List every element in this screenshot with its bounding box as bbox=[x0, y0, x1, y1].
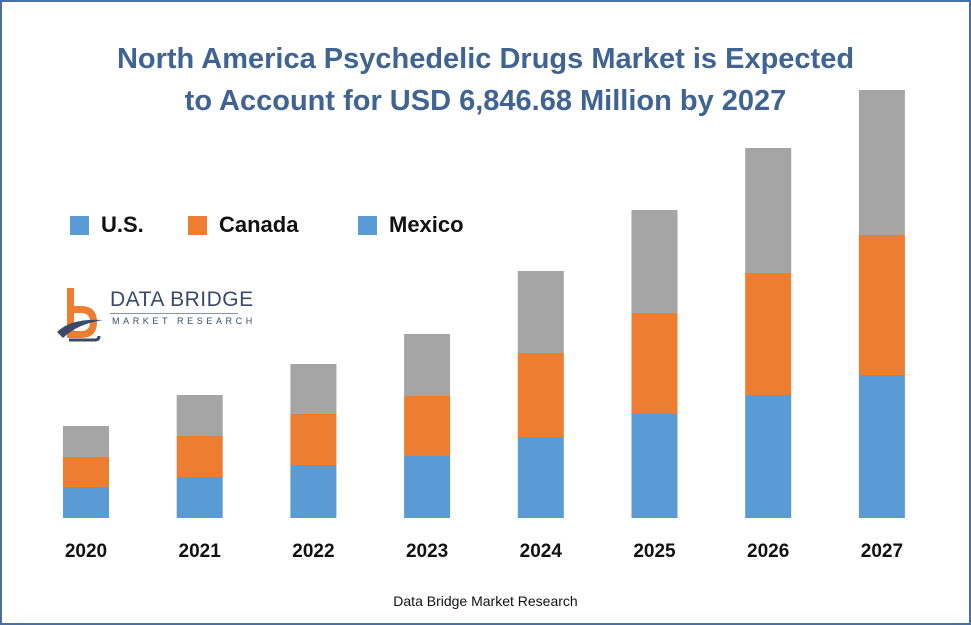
data-bridge-logo-mark-icon bbox=[57, 288, 103, 342]
bar-2021-mexico bbox=[176, 395, 223, 436]
logo-subtitle: MARKET RESEARCH bbox=[112, 316, 256, 326]
data-bridge-logo: DATA BRIDGE MARKET RESEARCH bbox=[55, 288, 253, 348]
x-tick-label-2024: 2024 bbox=[520, 541, 563, 562]
bar-2026-canada bbox=[745, 273, 792, 395]
title-line-1: North America Psychedelic Drugs Market i… bbox=[116, 43, 855, 75]
bar-2027-us bbox=[858, 375, 905, 518]
bar-2022-canada bbox=[290, 414, 337, 465]
bar-2021-us bbox=[176, 477, 223, 518]
bar-2021-canada bbox=[176, 436, 223, 477]
x-tick-label-2025: 2025 bbox=[633, 541, 676, 562]
title-line-2: to Account for USD 6,846.68 Million by 2… bbox=[184, 85, 787, 117]
legend-item-canada: Canada bbox=[188, 212, 298, 238]
bar-2025-canada bbox=[631, 313, 678, 414]
bar-2025-mexico bbox=[631, 210, 678, 313]
bar-2023-canada bbox=[404, 396, 451, 456]
bar-2023-mexico bbox=[404, 334, 451, 396]
bar-2025-us bbox=[631, 414, 678, 518]
legend-label-mexico: Mexico bbox=[389, 212, 464, 237]
x-tick-label-2027: 2027 bbox=[861, 541, 903, 562]
logo-divider bbox=[110, 313, 238, 314]
legend-item-us: U.S. bbox=[70, 212, 144, 238]
bar-2024-us bbox=[517, 437, 564, 518]
bar-2022-mexico bbox=[290, 364, 337, 414]
legend-label-canada: Canada bbox=[219, 212, 299, 237]
bar-2024-canada bbox=[517, 353, 564, 437]
bar-2023-us bbox=[404, 456, 451, 518]
logo-name: DATA BRIDGE bbox=[110, 288, 254, 311]
x-tick-label-2022: 2022 bbox=[292, 541, 334, 562]
bar-2026-mexico bbox=[745, 148, 792, 273]
bar-2020-us bbox=[63, 487, 109, 518]
legend-swatch-us bbox=[70, 215, 89, 235]
bar-2020-mexico bbox=[63, 426, 109, 457]
legend-swatch-canada bbox=[188, 215, 207, 235]
x-tick-label-2020: 2020 bbox=[65, 541, 107, 562]
bar-2027-canada bbox=[858, 235, 905, 375]
bar-2020-canada bbox=[63, 457, 109, 487]
bar-2024-mexico bbox=[517, 271, 564, 353]
legend-swatch-mexico bbox=[358, 215, 377, 235]
x-tick-label-2023: 2023 bbox=[406, 541, 448, 562]
bar-2027-mexico bbox=[858, 90, 905, 235]
source-note: Data Bridge Market Research bbox=[393, 593, 578, 609]
bar-2026-us bbox=[745, 395, 792, 518]
bar-2022-us bbox=[290, 465, 337, 518]
legend-item-mexico: Mexico bbox=[358, 212, 464, 238]
x-tick-label-2026: 2026 bbox=[747, 541, 789, 562]
x-tick-label-2021: 2021 bbox=[179, 541, 222, 562]
chart-title: North America Psychedelic Drugs Market i… bbox=[0, 38, 971, 122]
legend-label-us: U.S. bbox=[101, 212, 144, 237]
